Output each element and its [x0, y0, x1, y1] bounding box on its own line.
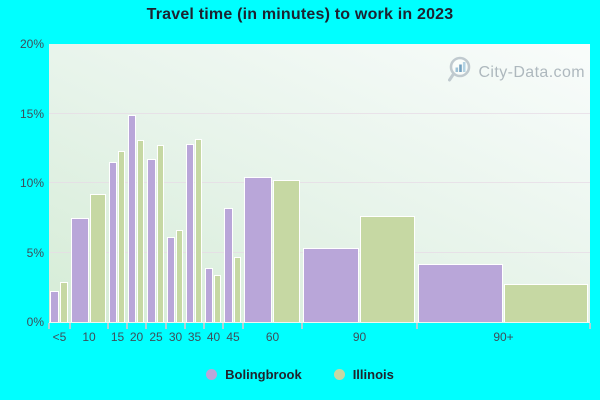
gridline-10pct — [49, 182, 590, 183]
x-axis-tick — [301, 323, 303, 329]
x-axis-label-40: 40 — [206, 330, 221, 344]
y-axis-label: 0% — [26, 315, 44, 329]
y-axis-label: 10% — [19, 176, 44, 190]
x-axis-label-10: 10 — [82, 330, 96, 344]
bar-illinois-90 — [360, 216, 415, 322]
bar-bolingbrook-20 — [128, 114, 136, 322]
x-axis-label-35: 35 — [187, 330, 202, 344]
y-axis-label: 20% — [19, 37, 44, 51]
legend-label: Bolingbrook — [225, 367, 302, 382]
x-axis-label-60: 60 — [265, 330, 280, 344]
bar-illinois-60 — [273, 180, 300, 322]
legend-dot-bolingbrook — [206, 369, 218, 380]
magnifier-bar-chart-icon — [446, 55, 476, 90]
bar-bolingbrook-35 — [186, 144, 194, 322]
chart-title: Travel time (in minutes) to work in 2023 — [146, 6, 454, 23]
bar-illinois-45 — [233, 256, 241, 322]
bar-illinois-20 — [137, 139, 144, 322]
x-axis-tick — [69, 323, 71, 329]
bar-bolingbrook-60 — [244, 177, 272, 322]
bar-bolingbrook-25 — [147, 159, 156, 322]
legend-dot-illinois — [333, 369, 345, 380]
bar-illinois-25 — [156, 145, 164, 322]
plot-area: City-Data.com — [49, 44, 590, 323]
bar-bolingbrook-45 — [224, 208, 233, 322]
y-axis-label: 5% — [26, 245, 44, 260]
bar-illinois-90+ — [504, 284, 588, 322]
bar-illinois-40 — [214, 274, 221, 322]
watermark-label: City-Data.com — [478, 63, 585, 81]
bar-bolingbrook-15 — [109, 162, 117, 322]
x-axis-tick — [589, 323, 591, 329]
bar-illinois-10 — [89, 194, 106, 322]
bar-bolingbrook-<5 — [50, 291, 59, 322]
bar-bolingbrook-10 — [71, 217, 89, 322]
x-axis-label-30: 30 — [168, 330, 183, 344]
bar-illinois-15 — [118, 151, 125, 322]
x-axis-tick — [184, 323, 186, 329]
gridline-15pct — [49, 112, 590, 114]
legend-item-illinois: Illinois — [333, 367, 394, 382]
legend-item-bolingbrook: Bolingbrook — [206, 367, 302, 382]
bar-bolingbrook-40 — [205, 267, 213, 322]
x-axis-label-15: 15 — [110, 330, 125, 344]
x-axis-tick — [416, 323, 418, 329]
x-axis-tick — [242, 323, 244, 329]
x-axis-label-20: 20 — [129, 330, 144, 344]
x-axis-label-<5: <5 — [52, 330, 67, 344]
x-axis-tick — [203, 323, 205, 329]
legend: Bolingbrook Illinois — [0, 367, 600, 382]
x-axis-tick — [126, 323, 128, 329]
x-axis-label-45: 45 — [226, 330, 240, 344]
y-axis-label: 15% — [19, 106, 44, 121]
bar-bolingbrook-90+ — [418, 263, 503, 322]
x-axis-label-90: 90 — [352, 330, 367, 344]
x-axis-tick — [222, 323, 224, 329]
x-axis-tick — [107, 323, 109, 329]
x-axis-tick — [165, 323, 167, 329]
x-axis-label-25: 25 — [149, 330, 163, 344]
city-data-watermark: City-Data.com — [446, 55, 585, 90]
bar-illinois-30 — [176, 230, 183, 322]
bar-bolingbrook-90 — [303, 248, 359, 322]
x-axis-tick — [48, 323, 50, 329]
legend-label: Illinois — [352, 367, 394, 382]
x-axis-label-90+: 90+ — [493, 330, 514, 344]
bar-bolingbrook-30 — [167, 237, 175, 322]
x-axis-tick — [145, 323, 147, 329]
bar-illinois-<5 — [60, 281, 68, 322]
bar-illinois-35 — [195, 138, 202, 322]
